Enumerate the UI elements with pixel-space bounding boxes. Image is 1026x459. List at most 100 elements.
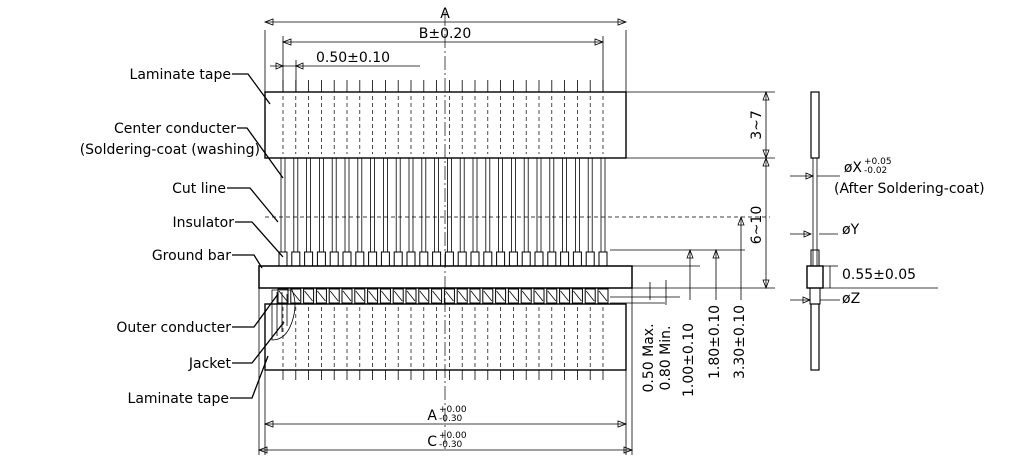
insulator-bead [547,251,557,267]
front-view [258,12,770,452]
dim-a: A [440,6,450,22]
insulator-bead [316,251,326,267]
label-laminate-tape-bottom: Laminate tape [128,391,229,407]
insulator-bead [393,251,403,267]
outer-conductor-hatch [521,290,531,302]
insulator-bead [534,251,544,267]
jacket-cutaway [271,289,296,341]
dimension-values: A B±0.20 0.50±0.10 3~7 6~10 0.50 Max. 0.… [316,6,765,450]
insulator-bead [304,251,314,267]
outer-conductor-hatch [509,290,518,302]
dim-b: B±0.20 [419,26,472,42]
insulator-bead [470,251,480,267]
outer-conductor-hatch [573,290,582,302]
insulator-bead [419,251,429,267]
insulator-bead [432,251,442,267]
outer-conductor-hatch [355,290,365,302]
outer-conductor-hatch [368,290,377,302]
label-soldering-coat: (Soldering-coat (washing) [80,142,260,158]
label-outer-conductor: Outer conducter [116,320,231,336]
outer-conductor-hatch [560,290,569,302]
outer-conductor-hatch [432,290,441,302]
phi-y: øY [842,222,860,238]
dim-pitch: 0.50±0.10 [316,50,390,66]
label-center-conductor: Center conducter [114,121,236,137]
dim-c-tol-minus: -0.30 [439,440,463,450]
outer-conductor-hatch [278,290,288,302]
laminate-tape-bottom [264,303,627,371]
bar-thickness: 0.55±0.05 [842,267,916,283]
outer-conductor-hatch [598,290,608,302]
insulator-bead [380,251,390,267]
callout-labels: Laminate tape Center conducter (Solderin… [80,67,260,407]
side-insulator [810,249,820,267]
outer-conductor-hatch [445,290,454,302]
dim-strip-length: 6~10 [749,206,765,244]
outer-conductor-hatch [457,290,467,302]
dim-050-max: 0.50 Max. [641,323,657,392]
side-ground-bar [806,265,824,289]
insulator-bead [457,251,467,267]
dim-c-tol-base: C [427,434,437,450]
insulator-bead [355,251,365,267]
dim-c-tol-plus: +0.00 [439,431,467,441]
outer-conductor-hatch [419,290,429,302]
insulator-bead [342,251,352,267]
label-laminate-tape-top: Laminate tape [130,67,231,83]
outer-conductor-hatch [483,290,493,302]
dim-180: 1.80±0.10 [707,305,723,379]
insulator-bead [368,251,378,267]
dim-080-min: 0.80 Min. [658,326,674,391]
insulator-bead [483,251,493,267]
insulator-bead [521,251,531,267]
outer-conductor-hatch [381,290,390,302]
insulator-bead [585,251,595,267]
side-view: øX +0.05 -0.02 (After Soldering-coat) øY… [790,91,985,371]
outer-conductor-hatch [406,290,416,302]
dim-100: 1.00±0.10 [681,323,697,397]
conductor-wires [280,80,606,380]
after-soldering-coat: (After Soldering-coat) [834,181,985,197]
insulator-bead [291,251,301,267]
outer-conductor-hatch [547,290,557,302]
outer-conductor-hatch [534,290,544,302]
label-insulator: Insulator [173,215,235,231]
outer-conductor-hatch [342,290,352,302]
phi-x-plus: +0.05 [864,157,892,167]
insulator-bead [572,251,582,267]
dim-a-tol-minus: -0.30 [439,414,463,424]
insulator-bead [560,251,570,267]
leader-lines [227,73,285,399]
outer-conductor-hatch [304,290,313,302]
phi-x-minus: -0.02 [864,166,887,176]
outer-conductor-hatch [585,290,595,302]
dim-a-tol-plus: +0.00 [439,405,467,415]
dim-a-tol-base: A [427,408,437,424]
insulator-bead [406,251,416,267]
label-ground-bar: Ground bar [152,248,231,264]
side-tape-top [810,91,820,159]
insulator-beads [277,251,609,304]
insulator-bead [496,251,506,267]
laminate-tape-top [264,91,627,159]
outer-conductor-hatch [317,290,326,302]
insulator-bead [329,251,339,267]
phi-x-base: øX [844,160,863,176]
phi-z: øZ [842,291,860,307]
outer-conductor-hatch [496,290,505,302]
label-cut-line: Cut line [172,181,226,197]
insulator-bead [598,251,608,267]
outer-conductor-hatch [393,290,403,302]
insulator-bead [508,251,518,267]
dim-tape-length: 3~7 [749,110,765,140]
side-outer-conductor [809,287,821,305]
insulator-bead [444,251,454,267]
outer-conductor-hatch [329,290,339,302]
label-jacket: Jacket [188,356,232,372]
outer-conductor-hatch [470,290,480,302]
ground-bar [258,265,633,289]
dimension-lines [257,18,775,455]
dim-330: 3.30±0.10 [732,305,748,379]
side-tape-bottom [810,303,820,371]
